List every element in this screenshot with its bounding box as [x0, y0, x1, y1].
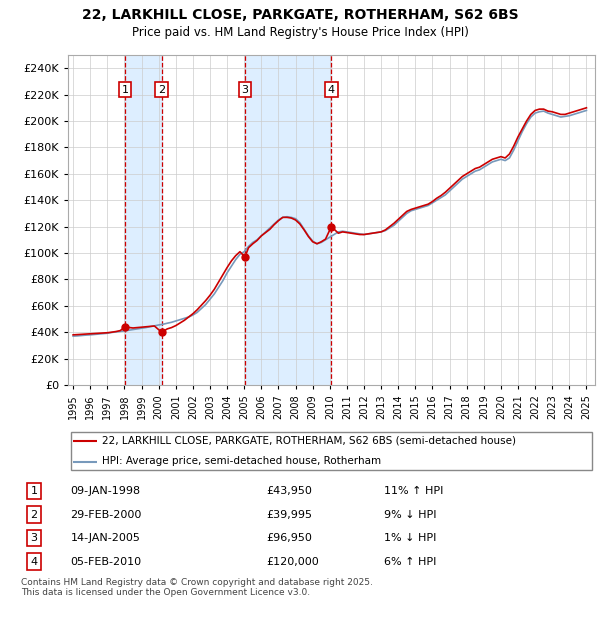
Text: 22, LARKHILL CLOSE, PARKGATE, ROTHERHAM, S62 6BS: 22, LARKHILL CLOSE, PARKGATE, ROTHERHAM,… [82, 8, 518, 22]
Text: £120,000: £120,000 [266, 557, 319, 567]
Text: 3: 3 [241, 85, 248, 95]
Text: 1: 1 [121, 85, 128, 95]
Text: 11% ↑ HPI: 11% ↑ HPI [384, 486, 443, 496]
Text: Price paid vs. HM Land Registry's House Price Index (HPI): Price paid vs. HM Land Registry's House … [131, 26, 469, 39]
Text: 3: 3 [31, 533, 37, 543]
Text: 4: 4 [31, 557, 38, 567]
Text: 2: 2 [158, 85, 165, 95]
Text: 29-FEB-2000: 29-FEB-2000 [70, 510, 142, 520]
Text: £43,950: £43,950 [266, 486, 312, 496]
Text: 1% ↓ HPI: 1% ↓ HPI [384, 533, 436, 543]
Text: 4: 4 [328, 85, 335, 95]
Text: 14-JAN-2005: 14-JAN-2005 [70, 533, 140, 543]
Text: £39,995: £39,995 [266, 510, 313, 520]
Bar [125, 55, 161, 385]
Text: £96,950: £96,950 [266, 533, 312, 543]
FancyBboxPatch shape [71, 432, 592, 470]
Text: 22, LARKHILL CLOSE, PARKGATE, ROTHERHAM, S62 6BS (semi-detached house): 22, LARKHILL CLOSE, PARKGATE, ROTHERHAM,… [102, 435, 516, 446]
Bar [245, 55, 331, 385]
Text: Contains HM Land Registry data © Crown copyright and database right 2025.
This d: Contains HM Land Registry data © Crown c… [21, 578, 373, 598]
Text: 9% ↓ HPI: 9% ↓ HPI [384, 510, 437, 520]
Text: 05-FEB-2010: 05-FEB-2010 [70, 557, 142, 567]
Text: 6% ↑ HPI: 6% ↑ HPI [384, 557, 436, 567]
Text: HPI: Average price, semi-detached house, Rotherham: HPI: Average price, semi-detached house,… [102, 456, 382, 466]
Text: 09-JAN-1998: 09-JAN-1998 [70, 486, 140, 496]
Text: 2: 2 [31, 510, 38, 520]
Text: 1: 1 [31, 486, 37, 496]
